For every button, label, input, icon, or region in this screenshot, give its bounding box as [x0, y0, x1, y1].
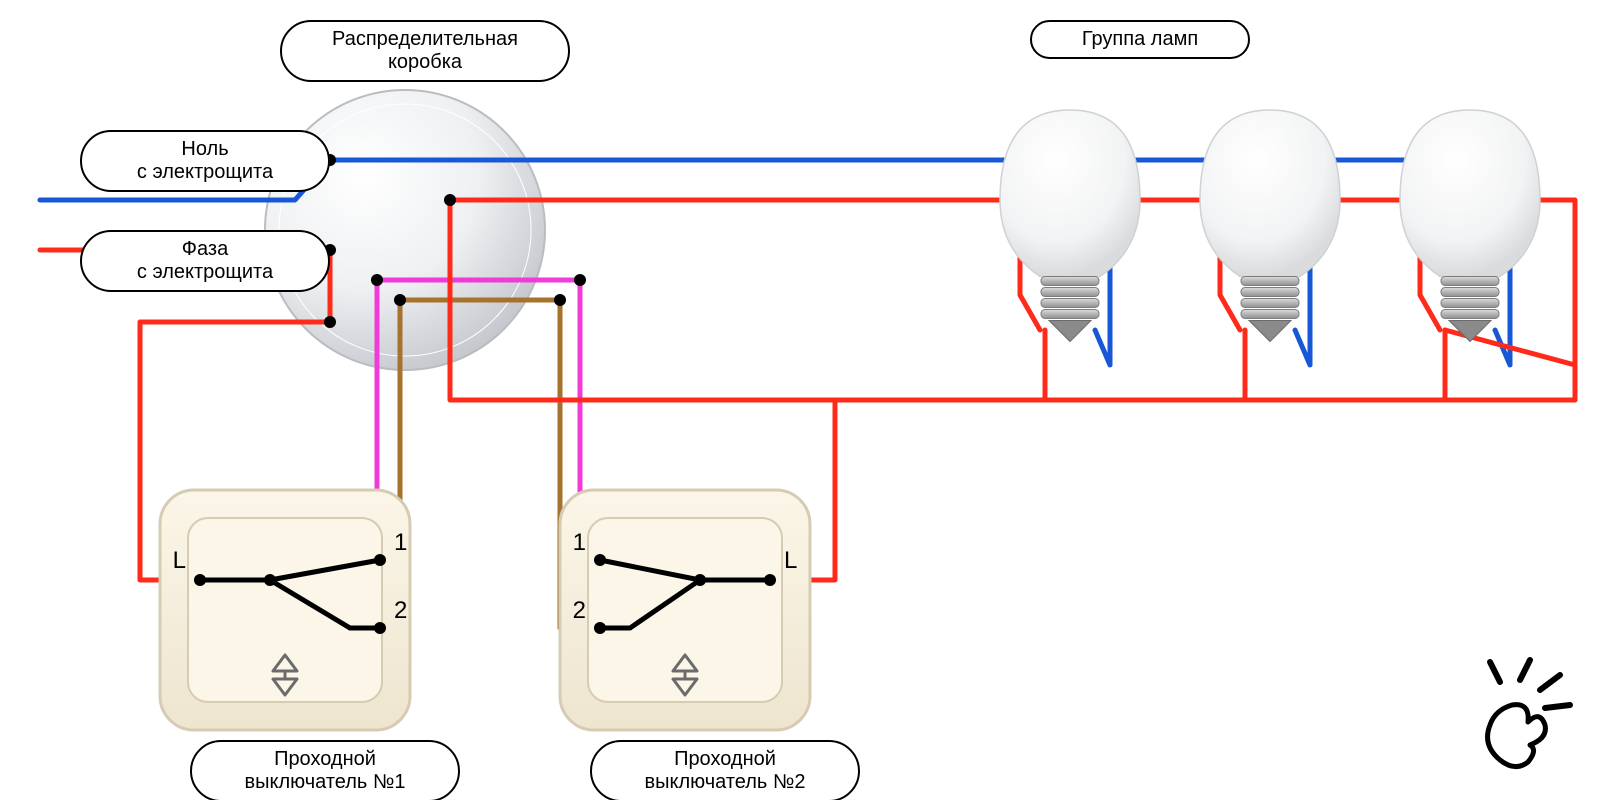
text-line: Проходной — [274, 748, 376, 770]
svg-text:1: 1 — [394, 529, 407, 556]
svg-text:L: L — [173, 547, 186, 574]
svg-text:1: 1 — [573, 529, 586, 556]
text-line: Распределительная — [332, 28, 518, 50]
text-line: выключатель №1 — [245, 771, 406, 793]
switch-1-label: Проходной выключатель №1 — [190, 740, 460, 800]
lamp-group — [1000, 110, 1540, 342]
wiring-diagram: L 1 2 L 1 2 — [0, 0, 1600, 800]
text-line: выключатель №2 — [645, 771, 806, 793]
svg-text:L: L — [784, 547, 797, 574]
text-line: Группа ламп — [1082, 28, 1198, 50]
switch-2-label: Проходной выключатель №2 — [590, 740, 860, 800]
two-way-switch-2: L 1 2 — [560, 490, 810, 730]
junction-box-label: Распределительная коробка — [280, 20, 570, 82]
light-bulb — [1400, 110, 1540, 342]
text-line: с электрощита — [137, 261, 273, 283]
light-bulb — [1200, 110, 1340, 342]
svg-text:2: 2 — [394, 597, 407, 624]
light-bulb — [1000, 110, 1140, 342]
phase-source-label: Фаза с электрощита — [80, 230, 330, 292]
text-line: Ноль — [181, 138, 228, 160]
lamp-group-label: Группа ламп — [1030, 20, 1250, 59]
two-way-switch-1: L 1 2 — [160, 490, 410, 730]
text-line: с электрощита — [137, 161, 273, 183]
logo-icon — [1488, 660, 1570, 767]
text-line: Проходной — [674, 748, 776, 770]
svg-text:2: 2 — [573, 597, 586, 624]
text-line: Фаза — [182, 238, 228, 260]
text-line: коробка — [388, 51, 462, 73]
neutral-source-label: Ноль с электрощита — [80, 130, 330, 192]
